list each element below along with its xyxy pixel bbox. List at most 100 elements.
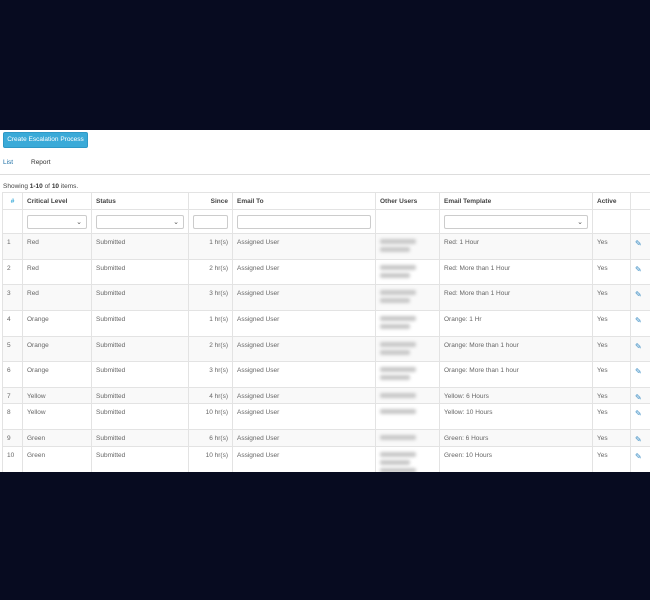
tab-report[interactable]: Report bbox=[31, 159, 51, 166]
row-number: 7 bbox=[2, 387, 23, 404]
table-row: 4 Orange Submitted 1 hr(s) Assigned User Oran… bbox=[2, 310, 650, 337]
pencil-icon[interactable]: ✎ bbox=[635, 367, 642, 376]
column-header-status[interactable]: Status bbox=[91, 192, 189, 210]
column-header-since[interactable]: Since bbox=[188, 192, 233, 210]
active-cell: Yes bbox=[592, 284, 631, 311]
critical-level-cell: Green bbox=[22, 429, 92, 447]
pencil-icon[interactable]: ✎ bbox=[635, 290, 642, 299]
filter-cell-actions bbox=[630, 209, 650, 234]
tab-bar: List Report bbox=[0, 154, 650, 175]
other-users-cell bbox=[375, 259, 440, 285]
email-template-cell: Orange: More than 1 hour bbox=[439, 336, 593, 362]
redacted-user-name bbox=[380, 460, 410, 465]
filter-cell-email-template: ⌄ bbox=[439, 209, 593, 234]
other-users-cell bbox=[375, 361, 440, 388]
redacted-user-name bbox=[380, 393, 416, 398]
redacted-user-name bbox=[380, 273, 410, 278]
since-cell: 1 hr(s) bbox=[188, 310, 233, 337]
table-row: 6 Orange Submitted 3 hr(s) Assigned User Oran… bbox=[2, 361, 650, 388]
filter-cell-email-to bbox=[232, 209, 376, 234]
summary-total: 10 bbox=[51, 183, 60, 190]
chevron-down-icon: ⌄ bbox=[577, 218, 583, 226]
redacted-user-name bbox=[380, 367, 416, 372]
column-header-critical-level[interactable]: Critical Level bbox=[22, 192, 92, 210]
since-cell: 2 hr(s) bbox=[188, 259, 233, 285]
active-cell: Yes bbox=[592, 387, 631, 404]
since-cell: 4 hr(s) bbox=[188, 387, 233, 404]
email-template-filter-select[interactable]: ⌄ bbox=[444, 214, 588, 229]
active-cell: Yes bbox=[592, 336, 631, 362]
table-row: 7 Yellow Submitted 4 hr(s) Assigned User Yell… bbox=[2, 387, 650, 404]
critical-level-cell: Red bbox=[22, 259, 92, 285]
status-filter-select[interactable]: ⌄ bbox=[96, 214, 184, 229]
table-row: 10 Green Submitted 10 hr(s) Assigned User Gre… bbox=[2, 446, 650, 472]
actions-cell: ✎ bbox=[630, 446, 650, 472]
email-to-cell: Assigned User bbox=[232, 446, 376, 472]
critical-level-cell: Red bbox=[22, 233, 92, 260]
row-number: 3 bbox=[2, 284, 23, 311]
pencil-icon[interactable]: ✎ bbox=[635, 452, 642, 461]
filter-cell-active bbox=[592, 209, 631, 234]
email-template-cell: Green: 10 Hours bbox=[439, 446, 593, 472]
active-cell: Yes bbox=[592, 361, 631, 388]
chevron-down-icon: ⌄ bbox=[173, 218, 179, 226]
email-to-cell: Assigned User bbox=[232, 387, 376, 404]
pencil-icon[interactable]: ✎ bbox=[635, 265, 642, 274]
column-header-email-to[interactable]: Email To bbox=[232, 192, 376, 210]
pencil-icon[interactable]: ✎ bbox=[635, 393, 642, 402]
filter-cell-since bbox=[188, 209, 233, 234]
since-filter-input[interactable] bbox=[193, 214, 228, 229]
escalation-table: # Critical Level Status Since Email To O… bbox=[2, 192, 650, 472]
table-row: 1 Red Submitted 1 hr(s) Assigned User Red: 1 … bbox=[2, 233, 650, 260]
email-to-cell: Assigned User bbox=[232, 403, 376, 430]
create-escalation-process-button[interactable]: Create Escalation Process bbox=[3, 132, 88, 148]
status-cell: Submitted bbox=[91, 310, 189, 337]
actions-cell: ✎ bbox=[630, 387, 650, 404]
other-users-cell bbox=[375, 310, 440, 337]
active-cell: Yes bbox=[592, 233, 631, 260]
status-cell: Submitted bbox=[91, 446, 189, 472]
critical-level-cell: Yellow bbox=[22, 387, 92, 404]
pencil-icon[interactable]: ✎ bbox=[635, 435, 642, 444]
pencil-icon[interactable]: ✎ bbox=[635, 409, 642, 418]
tab-list[interactable]: List bbox=[3, 159, 14, 166]
email-to-cell: Assigned User bbox=[232, 310, 376, 337]
column-header-number[interactable]: # bbox=[2, 192, 23, 210]
summary-mid: of bbox=[42, 183, 52, 190]
items-summary: Showing 1-10 of 10 items. bbox=[3, 183, 78, 190]
email-to-filter-input[interactable] bbox=[237, 214, 371, 229]
email-to-cell: Assigned User bbox=[232, 284, 376, 311]
pencil-icon[interactable]: ✎ bbox=[635, 342, 642, 351]
column-header-actions bbox=[630, 192, 650, 210]
redacted-user-name bbox=[380, 452, 416, 457]
pencil-icon[interactable]: ✎ bbox=[635, 239, 642, 248]
column-header-email-template[interactable]: Email Template bbox=[439, 192, 593, 210]
actions-cell: ✎ bbox=[630, 310, 650, 337]
critical-level-filter-select[interactable]: ⌄ bbox=[27, 214, 87, 229]
status-cell: Submitted bbox=[91, 429, 189, 447]
email-template-cell: Orange: More than 1 hour bbox=[439, 361, 593, 388]
other-users-cell bbox=[375, 446, 440, 472]
column-header-active[interactable]: Active bbox=[592, 192, 631, 210]
other-users-cell bbox=[375, 387, 440, 404]
column-header-other-users[interactable]: Other Users bbox=[375, 192, 440, 210]
row-number: 8 bbox=[2, 403, 23, 430]
pencil-icon[interactable]: ✎ bbox=[635, 316, 642, 325]
email-template-cell: Green: 6 Hours bbox=[439, 429, 593, 447]
since-cell: 2 hr(s) bbox=[188, 336, 233, 362]
redacted-user-name bbox=[380, 316, 416, 321]
other-users-cell bbox=[375, 233, 440, 260]
email-to-cell: Assigned User bbox=[232, 233, 376, 260]
redacted-user-name bbox=[380, 342, 416, 347]
actions-cell: ✎ bbox=[630, 233, 650, 260]
active-cell: Yes bbox=[592, 259, 631, 285]
filter-cell-number bbox=[2, 209, 23, 234]
active-cell: Yes bbox=[592, 310, 631, 337]
critical-level-cell: Orange bbox=[22, 310, 92, 337]
actions-cell: ✎ bbox=[630, 336, 650, 362]
filter-cell-critical-level: ⌄ bbox=[22, 209, 92, 234]
redacted-user-name bbox=[380, 247, 410, 252]
critical-level-cell: Red bbox=[22, 284, 92, 311]
summary-suffix: items. bbox=[59, 183, 79, 190]
since-cell: 3 hr(s) bbox=[188, 361, 233, 388]
